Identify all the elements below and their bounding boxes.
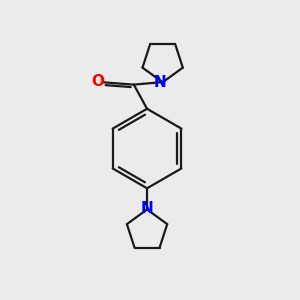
Text: N: N — [154, 75, 167, 90]
Text: N: N — [141, 201, 153, 216]
Text: O: O — [91, 74, 104, 89]
